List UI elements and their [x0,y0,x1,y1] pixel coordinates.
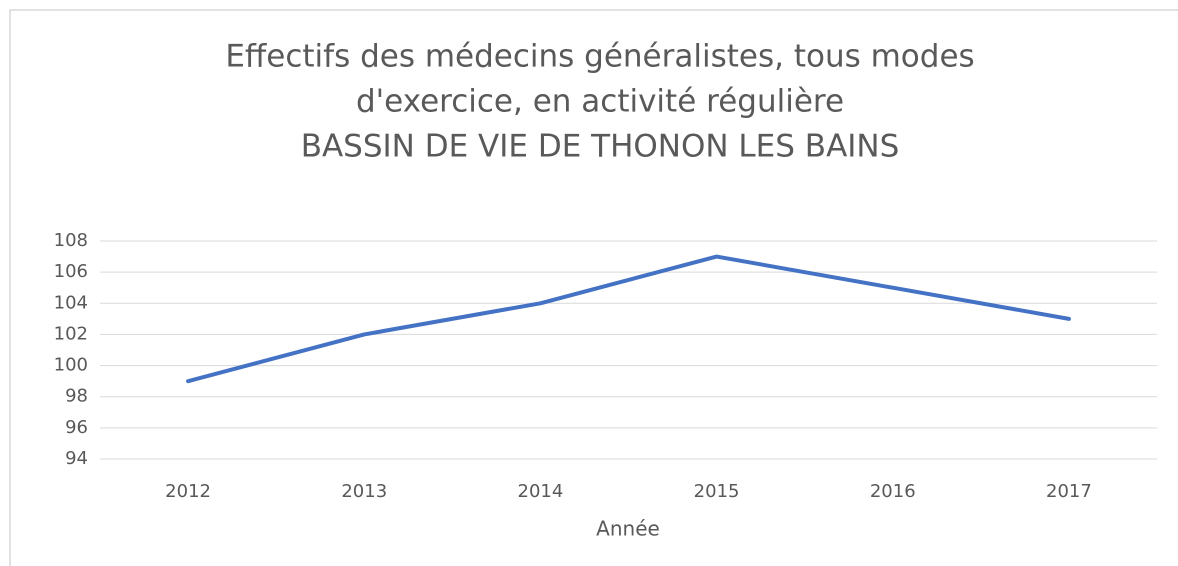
x-tick-label: 2014 [518,481,564,502]
x-tick-label: 2013 [341,481,387,502]
line [186,254,1071,384]
y-tick-label: 100 [54,355,88,376]
chart-title: d'exercice, en activité régulière [356,84,844,120]
x-tick-label: 2012 [165,481,211,502]
y-tick-label: 104 [54,292,88,313]
y-tick-label: 94 [65,448,88,469]
chart-title: Effectifs des médecins généralistes, tou… [225,39,974,75]
y-tick-label: 102 [54,323,88,344]
x-tick-label: 2016 [870,481,916,502]
y-tick-label: 98 [65,386,88,407]
x-tick-label: 2017 [1046,481,1092,502]
y-tick-label: 96 [65,417,88,438]
x-axis-label: Année [596,517,660,541]
chart-title: BASSIN DE VIE DE THONON LES BAINS [301,129,900,165]
y-tick-label: 108 [54,230,88,251]
y-tick-label: 106 [54,261,88,282]
x-tick-label: 2015 [694,481,740,502]
